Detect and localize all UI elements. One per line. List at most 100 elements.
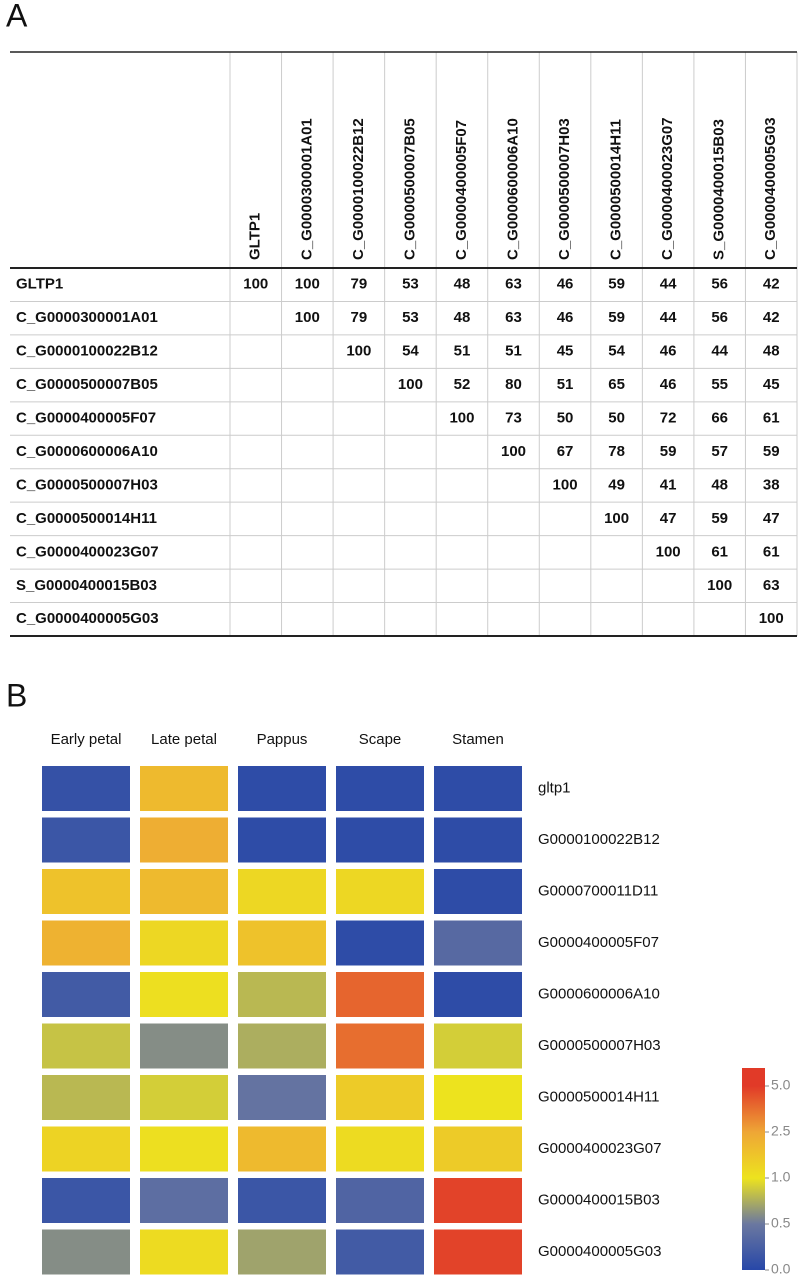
row-label: G0000400023G07 bbox=[538, 1140, 661, 1157]
heat-cell bbox=[140, 920, 228, 966]
heat-cell bbox=[238, 972, 326, 1017]
column-header: C_G0000600006A10 bbox=[504, 118, 521, 260]
panel-label: A bbox=[6, 0, 28, 33]
heat-cell bbox=[336, 1178, 424, 1223]
table-cell: 63 bbox=[505, 309, 522, 326]
column-header: C_G0000500007H03 bbox=[556, 118, 573, 260]
heat-cell bbox=[140, 766, 228, 811]
heat-cell bbox=[42, 1023, 130, 1069]
table-cell: 53 bbox=[402, 309, 419, 326]
colorbar-tick-label: 0.5 bbox=[771, 1215, 791, 1231]
table-cell: 46 bbox=[557, 309, 574, 326]
heat-cell bbox=[140, 1229, 228, 1275]
heat-cell bbox=[238, 817, 326, 863]
table-cell: 67 bbox=[557, 443, 574, 460]
heat-cell bbox=[42, 920, 130, 966]
heat-cell bbox=[336, 1126, 424, 1172]
row-label: G0000700011D11 bbox=[538, 882, 658, 899]
table-cell: 44 bbox=[660, 309, 677, 326]
heat-cell bbox=[336, 766, 424, 811]
table-cell: 41 bbox=[660, 476, 677, 493]
heat-cell bbox=[434, 920, 522, 966]
row-header: C_G0000400005G03 bbox=[16, 610, 159, 627]
row-label: G0000600006A10 bbox=[538, 985, 660, 1002]
table-cell: 63 bbox=[763, 577, 780, 594]
heat-cell bbox=[336, 920, 424, 966]
heat-cell bbox=[140, 1178, 228, 1223]
table-cell: 73 bbox=[505, 410, 522, 427]
row-header: GLTP1 bbox=[16, 276, 63, 293]
table-cell: 100 bbox=[501, 443, 526, 460]
heat-cell bbox=[434, 1126, 522, 1172]
row-header: C_G0000500014H11 bbox=[16, 510, 157, 527]
colorbar-tick-label: 1.0 bbox=[771, 1169, 791, 1185]
table-cell: 48 bbox=[763, 343, 780, 360]
heat-cell bbox=[238, 920, 326, 966]
table-cell: 54 bbox=[402, 343, 419, 360]
table-cell: 63 bbox=[505, 276, 522, 293]
heat-cell bbox=[336, 972, 424, 1017]
table-cell: 54 bbox=[608, 343, 625, 360]
column-header: C_G0000100022B12 bbox=[350, 118, 367, 260]
heat-cell bbox=[336, 1023, 424, 1069]
column-header: C_G0000500007B05 bbox=[401, 118, 418, 260]
table-cell: 72 bbox=[660, 410, 677, 427]
column-label: Late petal bbox=[151, 731, 217, 748]
heat-cell bbox=[336, 1075, 424, 1120]
table-cell: 38 bbox=[763, 476, 780, 493]
table-cell: 100 bbox=[346, 343, 371, 360]
colorbar-tick-label: 0.0 bbox=[771, 1261, 791, 1277]
column-label: Scape bbox=[359, 731, 402, 748]
table-cell: 61 bbox=[711, 543, 728, 560]
table-cell: 51 bbox=[505, 343, 522, 360]
table-cell: 100 bbox=[295, 276, 320, 293]
heat-cell bbox=[434, 1075, 522, 1120]
table-cell: 45 bbox=[557, 343, 574, 360]
table-cell: 59 bbox=[608, 309, 625, 326]
heat-cell bbox=[140, 972, 228, 1017]
row-header: S_G0000400015B03 bbox=[16, 577, 157, 594]
heat-cell bbox=[434, 766, 522, 811]
heat-cell bbox=[434, 817, 522, 863]
heat-cell bbox=[336, 869, 424, 914]
colorbar bbox=[742, 1068, 765, 1270]
column-label: Stamen bbox=[452, 731, 504, 748]
row-header: C_G0000500007B05 bbox=[16, 376, 158, 393]
heat-cell bbox=[238, 869, 326, 914]
heat-cell bbox=[42, 1178, 130, 1223]
table-cell: 56 bbox=[711, 309, 728, 326]
table-cell: 46 bbox=[660, 343, 677, 360]
row-label: gltp1 bbox=[538, 779, 571, 796]
table-cell: 42 bbox=[763, 309, 780, 326]
table-cell: 100 bbox=[707, 577, 732, 594]
column-header: S_G0000400015B03 bbox=[711, 119, 728, 260]
table-cell: 59 bbox=[608, 276, 625, 293]
column-header: C_G0000300001A01 bbox=[298, 118, 315, 260]
row-label: G0000500014H11 bbox=[538, 1088, 660, 1105]
heat-cell bbox=[140, 869, 228, 914]
table-cell: 50 bbox=[557, 410, 574, 427]
table-cell: 79 bbox=[351, 309, 368, 326]
table-cell: 100 bbox=[398, 376, 423, 393]
heat-cell bbox=[238, 766, 326, 811]
heat-cell bbox=[434, 1229, 522, 1275]
heat-cell bbox=[42, 869, 130, 914]
row-header: C_G0000100022B12 bbox=[16, 343, 158, 360]
row-header: C_G0000400023G07 bbox=[16, 543, 159, 560]
heat-cell bbox=[238, 1178, 326, 1223]
table-cell: 44 bbox=[711, 343, 728, 360]
heat-cell bbox=[238, 1023, 326, 1069]
heat-cell bbox=[140, 1126, 228, 1172]
table-cell: 48 bbox=[454, 276, 471, 293]
colorbar-tick-label: 2.5 bbox=[771, 1123, 791, 1139]
colorbar-tick-label: 5.0 bbox=[771, 1077, 791, 1093]
table-cell: 46 bbox=[557, 276, 574, 293]
table-cell: 50 bbox=[608, 410, 625, 427]
heat-cell bbox=[140, 817, 228, 863]
row-label: G0000400015B03 bbox=[538, 1191, 660, 1208]
heat-cell bbox=[42, 1075, 130, 1120]
row-header: C_G0000300001A01 bbox=[16, 309, 158, 326]
heat-cell bbox=[336, 817, 424, 863]
row-header: C_G0000500007H03 bbox=[16, 476, 158, 493]
